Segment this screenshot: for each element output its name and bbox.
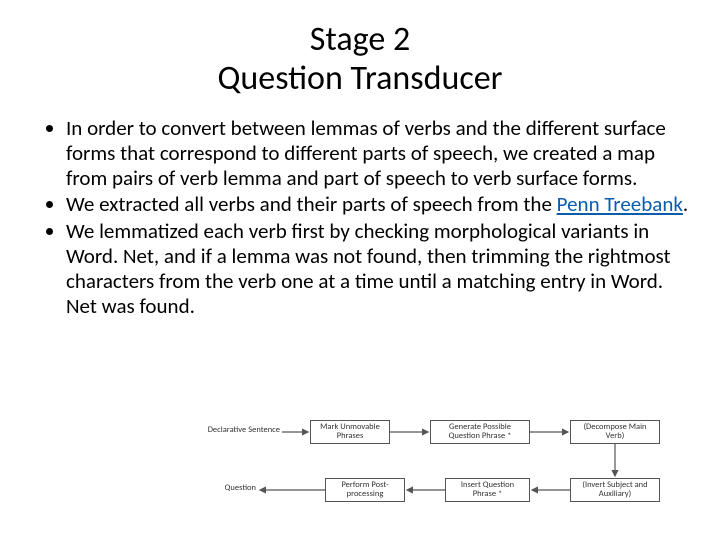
bullet-2-text: We extracted all verbs and their parts o… <box>66 191 557 217</box>
bullet-2-after: . <box>683 191 688 217</box>
slide: Stage 2 Question Transducer In order to … <box>0 0 720 540</box>
penn-treebank-link[interactable]: Penn Treebank <box>557 191 683 217</box>
flowchart: Declarative Sentence Mark Unmovable Phra… <box>190 418 700 528</box>
flow-box-generate-phrase: Generate Possible Question Phrase * <box>430 420 530 444</box>
flow-box-mark-unmovable: Mark Unmovable Phrases <box>310 420 390 444</box>
bullet-list: In order to convert between lemmas of ve… <box>40 116 690 318</box>
bullet-2: We extracted all verbs and their parts o… <box>66 192 690 217</box>
title-line-1: Stage 2 <box>310 19 410 60</box>
flow-box-postprocess: Perform Post-processing <box>325 478 405 502</box>
flow-box-insert-phrase: Insert Question Phrase * <box>445 478 530 502</box>
flow-start-label: Declarative Sentence <box>190 426 280 435</box>
flow-box-decompose-verb: (Decompose Main Verb) <box>570 420 660 444</box>
bullet-1: In order to convert between lemmas of ve… <box>66 116 690 190</box>
title-line-2: Question Transducer <box>218 58 503 99</box>
slide-title: Stage 2 Question Transducer <box>30 20 690 98</box>
bullet-3: We lemmatized each verb first by checkin… <box>66 219 690 318</box>
flow-end-label: Question <box>210 484 256 493</box>
flow-box-invert-subject: (Invert Subject and Auxiliary) <box>570 478 660 502</box>
